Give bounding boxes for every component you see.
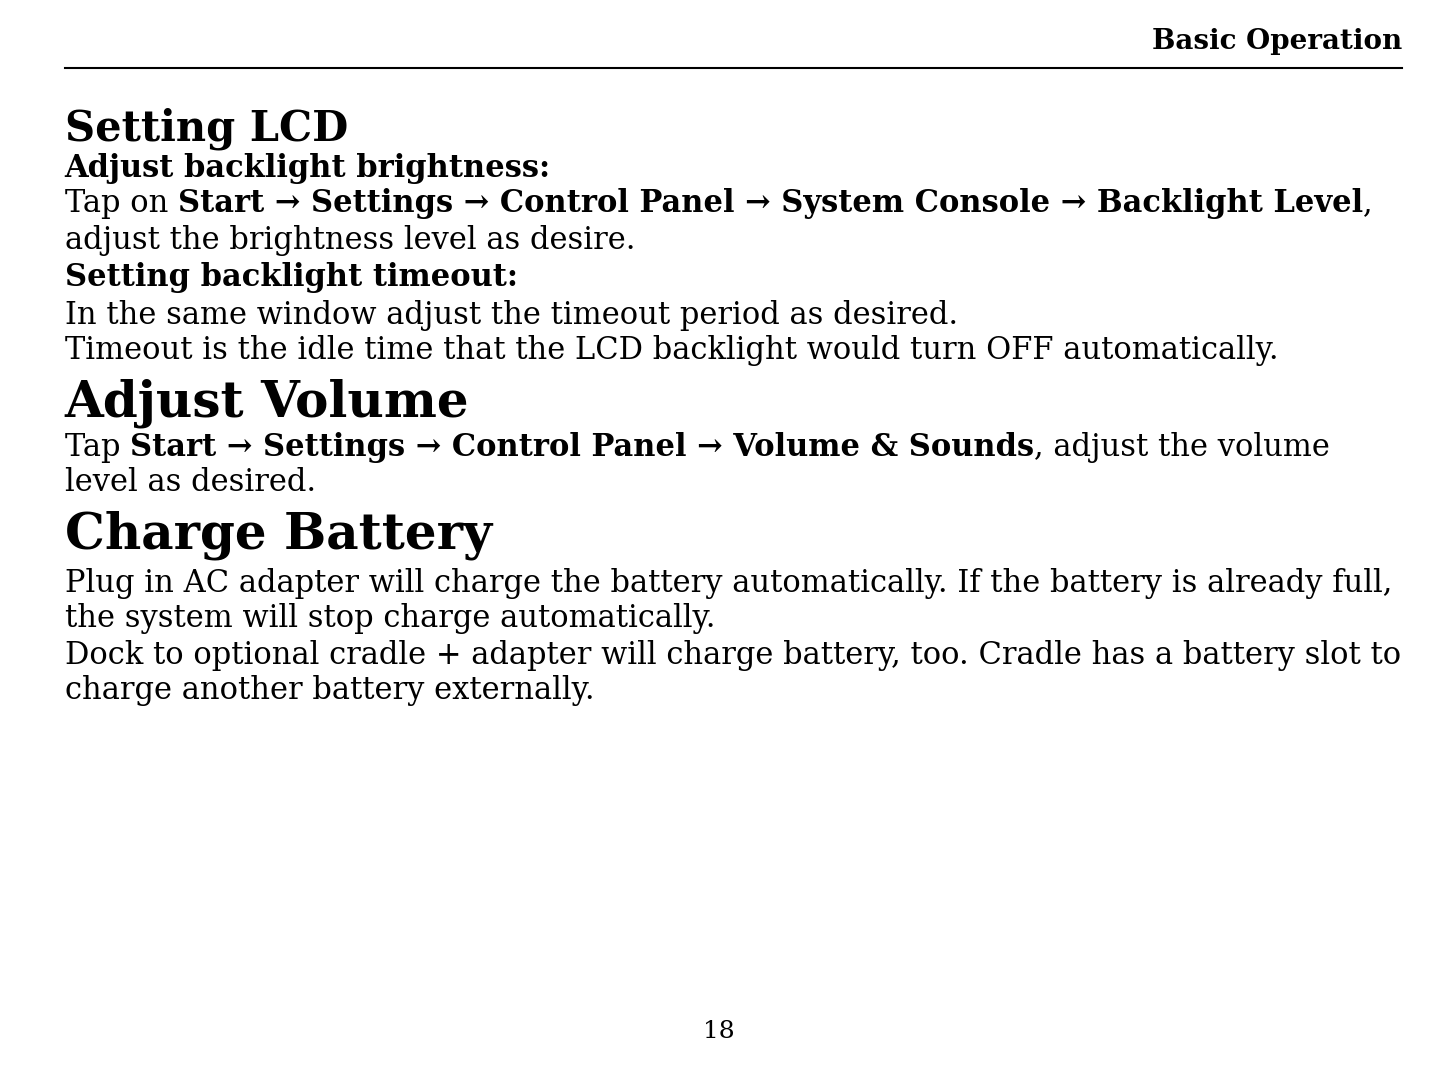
Text: Setting backlight timeout:: Setting backlight timeout:	[65, 262, 518, 293]
Text: Setting LCD: Setting LCD	[65, 108, 348, 150]
Text: adjust the brightness level as desire.: adjust the brightness level as desire.	[65, 225, 636, 256]
Text: ,: ,	[1363, 189, 1373, 219]
Text: In the same window adjust the timeout period as desired.: In the same window adjust the timeout pe…	[65, 300, 958, 331]
Text: Start → Settings → Control Panel → System Console → Backlight Level: Start → Settings → Control Panel → Syste…	[178, 189, 1363, 219]
Text: the system will stop charge automatically.: the system will stop charge automaticall…	[65, 603, 715, 634]
Text: Dock to optional cradle + adapter will charge battery, too. Cradle has a battery: Dock to optional cradle + adapter will c…	[65, 640, 1401, 671]
Text: Tap on: Tap on	[65, 189, 178, 219]
Text: level as desired.: level as desired.	[65, 466, 316, 498]
Text: Start → Settings → Control Panel → Volume & Sounds: Start → Settings → Control Panel → Volum…	[129, 432, 1034, 463]
Text: Tap: Tap	[65, 432, 129, 463]
Text: , adjust the volume: , adjust the volume	[1034, 432, 1330, 463]
Text: Basic Operation: Basic Operation	[1152, 28, 1402, 55]
Text: Adjust backlight brightness:: Adjust backlight brightness:	[65, 153, 551, 184]
Text: 18: 18	[703, 1020, 735, 1043]
Text: Charge Battery: Charge Battery	[65, 510, 492, 559]
Text: Timeout is the idle time that the LCD backlight would turn OFF automatically.: Timeout is the idle time that the LCD ba…	[65, 335, 1278, 366]
Text: charge another battery externally.: charge another battery externally.	[65, 675, 594, 706]
Text: Adjust Volume: Adjust Volume	[65, 378, 469, 427]
Text: Plug in AC adapter will charge the battery automatically. If the battery is alre: Plug in AC adapter will charge the batte…	[65, 568, 1392, 599]
